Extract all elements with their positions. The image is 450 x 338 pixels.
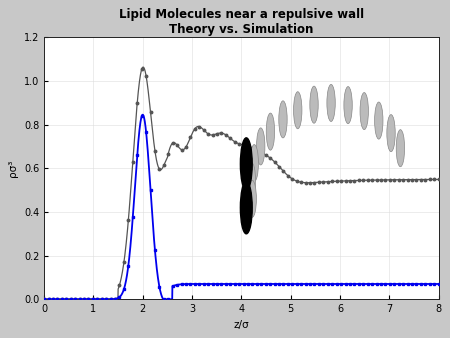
Circle shape <box>293 92 302 129</box>
Circle shape <box>247 162 256 199</box>
Circle shape <box>250 145 258 182</box>
Circle shape <box>396 130 405 167</box>
Title: Lipid Molecules near a repulsive wall
Theory vs. Simulation: Lipid Molecules near a repulsive wall Th… <box>119 8 364 36</box>
Circle shape <box>248 180 256 217</box>
Circle shape <box>387 115 395 152</box>
X-axis label: z/σ: z/σ <box>234 320 249 330</box>
Circle shape <box>310 86 318 123</box>
Circle shape <box>240 182 252 234</box>
Circle shape <box>327 84 335 121</box>
Circle shape <box>374 102 383 139</box>
Circle shape <box>256 128 265 165</box>
Circle shape <box>266 113 274 150</box>
Circle shape <box>279 101 287 138</box>
Circle shape <box>240 138 252 190</box>
Y-axis label: ρσ³: ρσ³ <box>9 160 18 177</box>
Circle shape <box>360 93 369 130</box>
Circle shape <box>344 87 352 124</box>
